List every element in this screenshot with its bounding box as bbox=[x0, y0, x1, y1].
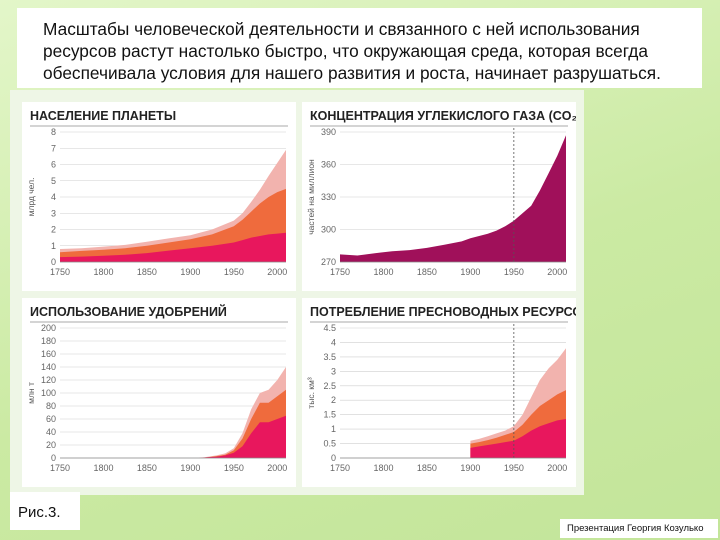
x-tick-label: 1850 bbox=[137, 463, 157, 473]
x-tick-label: 1800 bbox=[93, 463, 113, 473]
x-tick-label: 1950 bbox=[224, 267, 244, 277]
x-tick-label: 1900 bbox=[460, 267, 480, 277]
x-tick-label: 2000 bbox=[547, 267, 567, 277]
y-tick-label: 1.5 bbox=[323, 410, 336, 420]
x-tick-label: 1750 bbox=[50, 463, 70, 473]
y-tick-label: 3 bbox=[51, 208, 56, 218]
y-tick-label: 5 bbox=[51, 176, 56, 186]
y-axis-label: млрд чел. bbox=[26, 178, 36, 217]
chart-title: КОНЦЕНТРАЦИЯ УГЛЕКИСЛОГО ГАЗА (CO₂) bbox=[310, 109, 576, 123]
x-tick-label: 1850 bbox=[417, 267, 437, 277]
panel-population: НАСЕЛЕНИЕ ПЛАНЕТЫ 0 1 2 3 4 5 6 7 8 1750 1800 1850 19… bbox=[22, 102, 296, 291]
y-tick-label: 360 bbox=[321, 160, 336, 170]
x-tick-label: 1950 bbox=[504, 267, 524, 277]
x-tick-label: 1900 bbox=[180, 267, 200, 277]
x-tick-label: 1800 bbox=[373, 267, 393, 277]
y-tick-label: 140 bbox=[41, 362, 56, 372]
y-axis-label: частей на миллион bbox=[306, 159, 316, 235]
co2-chart: КОНЦЕНТРАЦИЯ УГЛЕКИСЛОГО ГАЗА (CO₂) 270 30… bbox=[306, 109, 576, 277]
credit-text: Презентация Георгия Козулько bbox=[567, 523, 704, 534]
y-tick-label: 160 bbox=[41, 349, 56, 359]
figure-area: НАСЕЛЕНИЕ ПЛАНЕТЫ 0 1 2 3 4 5 6 7 8 1750 1800 1850 19… bbox=[10, 90, 584, 495]
caption-box: Рис.3. bbox=[10, 492, 80, 530]
y-tick-label: 300 bbox=[321, 225, 336, 235]
y-tick-label: 6 bbox=[51, 160, 56, 170]
y-tick-label: 8 bbox=[51, 127, 56, 137]
y-tick-label: 1 bbox=[331, 424, 336, 434]
fertilizer-chart: ИСПОЛЬЗОВАНИЕ УДОБРЕНИЙ 0 20 40 60 80 100 120 14… bbox=[26, 304, 288, 473]
y-tick-label: 2 bbox=[331, 395, 336, 405]
y-axis-label: тыс. км³ bbox=[306, 377, 316, 409]
x-tick-label: 1950 bbox=[224, 463, 244, 473]
chart-title: ИСПОЛЬЗОВАНИЕ УДОБРЕНИЙ bbox=[30, 304, 227, 319]
chart-title: НАСЕЛЕНИЕ ПЛАНЕТЫ bbox=[30, 109, 176, 123]
y-tick-label: 120 bbox=[41, 375, 56, 385]
y-tick-label: 0.5 bbox=[323, 439, 336, 449]
x-tick-label: 1900 bbox=[460, 463, 480, 473]
area-series-dark bbox=[60, 232, 286, 262]
chart-title: ПОТРЕБЛЕНИЕ ПРЕСНОВОДНЫХ РЕСУРСОВ bbox=[310, 305, 576, 319]
x-tick-label: 2000 bbox=[267, 463, 287, 473]
y-tick-label: 4.5 bbox=[323, 323, 336, 333]
population-chart: НАСЕЛЕНИЕ ПЛАНЕТЫ 0 1 2 3 4 5 6 7 8 1750 1800 1850 19… bbox=[26, 109, 288, 277]
figure-caption: Рис.3. bbox=[18, 504, 61, 521]
x-tick-label: 1750 bbox=[330, 267, 350, 277]
y-tick-label: 200 bbox=[41, 323, 56, 333]
panel-fertilizer: ИСПОЛЬЗОВАНИЕ УДОБРЕНИЙ 0 20 40 60 80 100 120 14… bbox=[22, 298, 296, 487]
x-tick-label: 1750 bbox=[50, 267, 70, 277]
y-tick-label: 2 bbox=[51, 225, 56, 235]
y-tick-label: 4 bbox=[51, 192, 56, 202]
y-tick-label: 390 bbox=[321, 127, 336, 137]
y-tick-label: 180 bbox=[41, 336, 56, 346]
y-tick-label: 3.5 bbox=[323, 352, 336, 362]
x-tick-label: 1800 bbox=[373, 463, 393, 473]
y-tick-label: 4 bbox=[331, 337, 336, 347]
x-tick-label: 1850 bbox=[137, 267, 157, 277]
area-series-dark bbox=[190, 415, 286, 458]
y-tick-label: 0 bbox=[51, 453, 56, 463]
area-series-co2 bbox=[340, 135, 566, 262]
x-tick-label: 2000 bbox=[547, 463, 567, 473]
x-tick-label: 1950 bbox=[504, 463, 524, 473]
slide-title: Масштабы человеческой деятельности и свя… bbox=[43, 19, 661, 83]
y-tick-label: 20 bbox=[46, 440, 56, 450]
y-tick-label: 3 bbox=[331, 366, 336, 376]
x-tick-label: 1850 bbox=[417, 463, 437, 473]
title-box: Масштабы человеческой деятельности и свя… bbox=[17, 8, 702, 88]
y-tick-label: 0 bbox=[331, 453, 336, 463]
x-tick-label: 1750 bbox=[330, 463, 350, 473]
y-tick-label: 7 bbox=[51, 143, 56, 153]
freshwater-chart: ПОТРЕБЛЕНИЕ ПРЕСНОВОДНЫХ РЕСУРСОВ 0 0.5 1 1.… bbox=[306, 305, 576, 473]
y-tick-label: 0 bbox=[51, 257, 56, 267]
y-tick-label: 2.5 bbox=[323, 381, 336, 391]
panel-freshwater: ПОТРЕБЛЕНИЕ ПРЕСНОВОДНЫХ РЕСУРСОВ 0 0.5 1 1.… bbox=[302, 298, 576, 487]
area-series-dark bbox=[470, 419, 566, 458]
y-tick-label: 270 bbox=[321, 257, 336, 267]
credit-box: Презентация Георгия Козулько bbox=[560, 519, 718, 538]
x-tick-label: 1900 bbox=[180, 463, 200, 473]
y-tick-label: 1 bbox=[51, 241, 56, 251]
y-tick-label: 100 bbox=[41, 388, 56, 398]
x-tick-label: 1800 bbox=[93, 267, 113, 277]
y-tick-label: 80 bbox=[46, 401, 56, 411]
y-tick-label: 330 bbox=[321, 192, 336, 202]
y-axis-label: млн т bbox=[26, 382, 36, 404]
panel-co2: КОНЦЕНТРАЦИЯ УГЛЕКИСЛОГО ГАЗА (CO₂) 270 30… bbox=[302, 102, 576, 291]
x-tick-label: 2000 bbox=[267, 267, 287, 277]
y-tick-label: 60 bbox=[46, 414, 56, 424]
y-tick-label: 40 bbox=[46, 427, 56, 437]
